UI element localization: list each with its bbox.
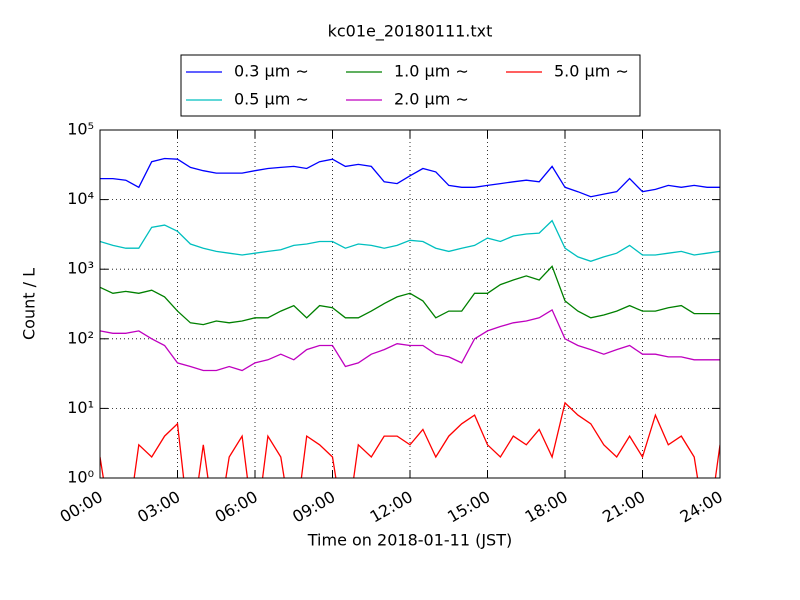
plot-frame [99, 129, 721, 479]
y-axis-label: Count / L [20, 268, 39, 340]
y-tick-label: 10⁰ [67, 468, 94, 487]
y-tick-label: 10³ [67, 259, 94, 278]
series-line [100, 308, 720, 372]
series-line [100, 401, 720, 478]
series-line-group [100, 308, 720, 372]
series-line [100, 265, 720, 326]
series-line-group [100, 265, 720, 326]
y-tick-label: 10⁴ [67, 189, 94, 208]
legend-label: 1.0 μm ∼ [394, 62, 469, 81]
chart-title: kc01e_20180111.txt [328, 22, 493, 42]
series-line [100, 157, 720, 198]
x-axis-label: Time on 2018-01-11 (JST) [307, 531, 512, 550]
series-line-group [100, 157, 720, 198]
legend-label: 0.3 μm ∼ [234, 62, 309, 81]
y-tick-label: 10² [67, 328, 94, 347]
y-tick-label: 10¹ [67, 398, 94, 417]
series-line [100, 219, 720, 262]
legend-label: 0.5 μm ∼ [234, 90, 309, 109]
legend-label: 5.0 μm ∼ [554, 62, 629, 81]
series-line-group [100, 219, 720, 262]
y-tick-label: 10⁵ [67, 120, 94, 139]
series-line-group [100, 401, 720, 478]
legend-box [180, 54, 641, 117]
legend-label: 2.0 μm ∼ [394, 90, 469, 109]
